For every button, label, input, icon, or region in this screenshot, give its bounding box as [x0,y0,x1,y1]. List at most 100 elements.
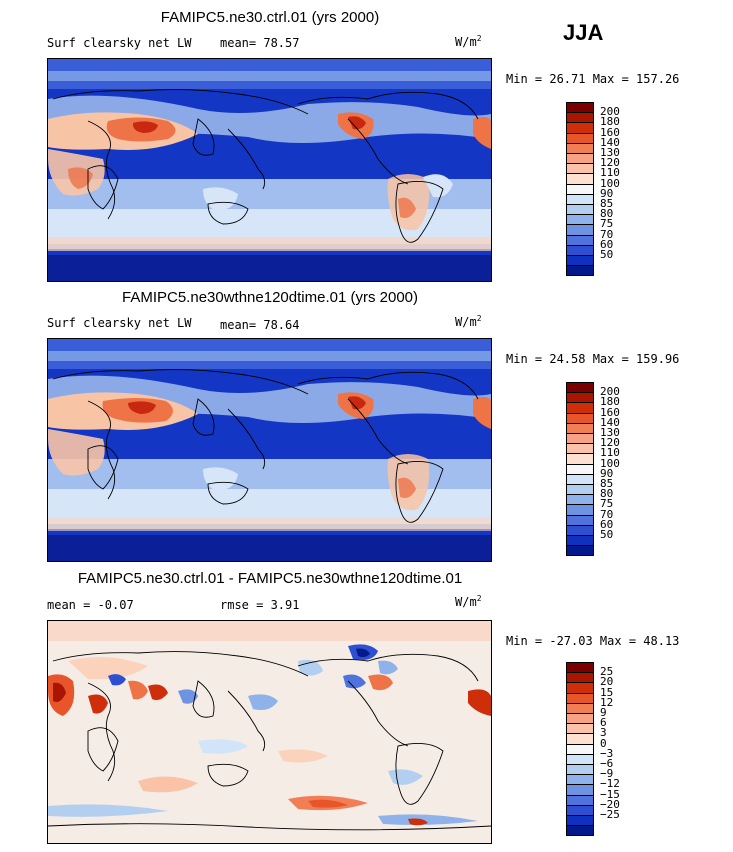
panel-1-colorbar: 200 180 160 140 130 120 110 100 90 85 80 75 70 60 50 [566,102,656,277]
panel-1-mean: mean= 78.57 [220,36,300,50]
colorbar-swatch [566,514,594,526]
colorbar-swatch [566,153,594,164]
colorbar-label: 180 [600,115,620,129]
colorbar-swatch [566,692,594,704]
panel-3-colorbar: 25 20 15 12 9 6 3 0 −3 −6 −9 −12 −15 −20 −25 [566,662,656,837]
colorbar-label: −6 [600,757,614,770]
colorbar-swatch [566,784,594,796]
colorbar-swatch [566,494,594,505]
colorbar-label: 90 [600,466,614,480]
colorbar-label: 160 [600,405,620,419]
panel-3-rmse: rmse = 3.91 [220,598,300,612]
panel-2-map-svg [48,339,491,561]
colorbar-label: 110 [600,446,620,460]
colorbar-label: 85 [600,197,614,210]
colorbar-swatch [566,112,594,123]
colorbar-swatch [566,484,594,495]
colorbar-swatch [566,504,594,516]
panel-2-field: Surf clearsky net LW [47,316,192,330]
panel-1-map-svg [48,59,491,281]
colorbar-swatch [566,473,594,485]
colorbar-label: 90 [600,186,614,200]
colorbar-label: 80 [600,207,614,221]
colorbar-label: 140 [600,135,620,149]
colorbar-label: 130 [600,426,620,439]
colorbar-label: 100 [600,456,620,470]
colorbar-swatch [566,142,594,154]
panel-2-units: W/m2 [455,314,482,329]
colorbar-swatch [566,535,594,546]
colorbar-swatch [566,402,594,414]
panel-1-units: W/m2 [455,34,482,49]
panel-2-mean: mean= 78.64 [220,318,300,332]
colorbar-swatch [566,524,594,536]
colorbar-swatch [566,825,594,836]
colorbar-label: 130 [600,146,620,159]
colorbar-swatch [566,173,594,185]
colorbar-label: 110 [600,166,620,180]
colorbar-label: −3 [600,746,614,760]
colorbar-swatch [566,443,594,454]
colorbar-swatch [566,412,594,424]
colorbar-label: 50 [600,528,614,541]
colorbar-label: 120 [600,156,620,170]
colorbar-swatch [566,815,594,826]
colorbar-swatch [566,122,594,134]
colorbar-label: 85 [600,477,614,490]
colorbar-swatch [566,672,594,683]
colorbar-label: 160 [600,125,620,139]
colorbar-swatch [566,764,594,775]
colorbar-label: 120 [600,436,620,450]
colorbar-swatch [566,214,594,225]
colorbar-swatch [566,102,594,113]
panel-2-colorbar: 200 180 160 140 130 120 110 100 90 85 80 75 70 60 50 [566,382,656,557]
colorbar-swatch [566,183,594,195]
colorbar-label: 3 [600,726,607,740]
colorbar-swatch [566,265,594,276]
colorbar-swatch [566,163,594,174]
colorbar-label: −20 [600,797,620,811]
colorbar-swatch [566,723,594,734]
colorbar-swatch [566,255,594,266]
colorbar-swatch [566,804,594,816]
colorbar-label: 80 [600,487,614,501]
colorbar-swatch [566,433,594,444]
colorbar-label: 70 [600,227,614,241]
colorbar-swatch [566,713,594,724]
colorbar-swatch [566,244,594,256]
panel-1-minmax: Min = 26.71 Max = 157.26 [506,72,680,86]
colorbar-swatch [566,662,594,673]
colorbar-swatch [566,794,594,806]
panel-3-map-svg [48,621,491,843]
colorbar-label: 140 [600,415,620,429]
colorbar-swatch [566,204,594,215]
panel-3-minmax: Min = -27.03 Max = 48.13 [506,634,680,648]
colorbar-label: 12 [600,695,614,709]
colorbar-swatch [566,132,594,144]
panel-3-mean: mean = -0.07 [47,598,134,612]
colorbar-swatch [566,774,594,785]
colorbar-label: 9 [600,706,607,719]
colorbar-swatch [566,382,594,393]
colorbar-label: 75 [600,497,614,511]
colorbar-swatch [566,422,594,434]
colorbar-label: 180 [600,395,620,409]
colorbar-swatch [566,743,594,755]
colorbar-swatch [566,463,594,475]
colorbar-label: 15 [600,685,614,699]
panel-3-units: W/m2 [455,594,482,609]
colorbar-swatch [566,733,594,745]
colorbar-label: 25 [600,665,614,679]
colorbar-label: 6 [600,716,607,730]
panel-1-title: FAMIPC5.ne30.ctrl.01 (yrs 2000) [160,9,380,26]
colorbar-swatch [566,224,594,236]
colorbar-label: 60 [600,517,614,531]
colorbar-label: −12 [600,777,620,791]
colorbar-label: 70 [600,507,614,521]
panel-3-map [47,620,492,844]
colorbar-swatch [566,453,594,465]
panel-3-title: FAMIPC5.ne30.ctrl.01 - FAMIPC5.ne30wthne… [77,570,463,587]
colorbar-swatch [566,234,594,246]
colorbar-label: 60 [600,237,614,251]
colorbar-swatch [566,753,594,765]
